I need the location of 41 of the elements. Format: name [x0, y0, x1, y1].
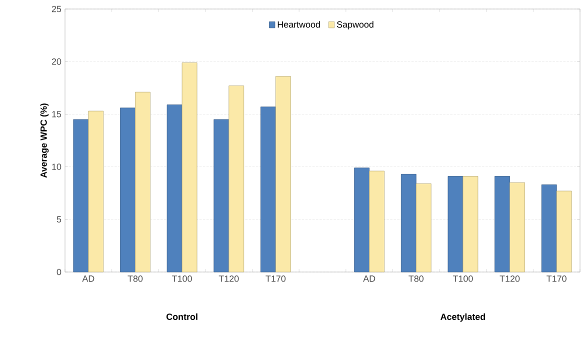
- x-tick-label: T80: [408, 276, 424, 282]
- bar: [416, 183, 432, 272]
- legend-label: Heartwood: [278, 21, 320, 28]
- y-tick-label: 5: [56, 216, 62, 223]
- x-tick-label: T120: [218, 276, 239, 282]
- legend-label: Sapwood: [336, 21, 374, 30]
- bar: [120, 108, 136, 272]
- y-tick-label: 15: [52, 111, 62, 118]
- bar: [260, 106, 276, 272]
- bar: [369, 170, 385, 272]
- bar: [354, 168, 370, 272]
- y-axis-title: Average WPC (%): [40, 104, 49, 178]
- bar: [214, 119, 230, 272]
- x-tick-label: T100: [172, 276, 192, 282]
- bar: [510, 182, 525, 272]
- bar: [228, 86, 244, 272]
- y-tick-label: 20: [52, 58, 62, 65]
- text: Control: [166, 313, 198, 320]
- bar: [556, 190, 572, 272]
- x-tick-label: T120: [500, 276, 520, 282]
- bar: [494, 176, 510, 272]
- bar: [462, 176, 478, 272]
- bar: [400, 174, 416, 272]
- x-tick-label: AD: [363, 276, 376, 282]
- y-tick-label: 0: [56, 268, 62, 276]
- bar: [541, 184, 557, 272]
- bar: [275, 76, 291, 272]
- y-tick-label: 25: [52, 6, 62, 12]
- bar: [135, 92, 150, 272]
- bar: [88, 110, 104, 272]
- y-tick-label: 10: [52, 164, 62, 170]
- x-tick-label: T100: [452, 276, 473, 282]
- x-tick-label: T170: [546, 276, 566, 282]
- bar: [182, 62, 198, 272]
- bar: [448, 176, 464, 272]
- x-tick-label: T170: [266, 276, 286, 282]
- bar: [73, 119, 89, 272]
- x-tick-label: AD: [82, 276, 94, 282]
- x-tick-label: T80: [128, 276, 143, 282]
- text: Acetylated: [440, 313, 486, 322]
- bar: [166, 104, 182, 272]
